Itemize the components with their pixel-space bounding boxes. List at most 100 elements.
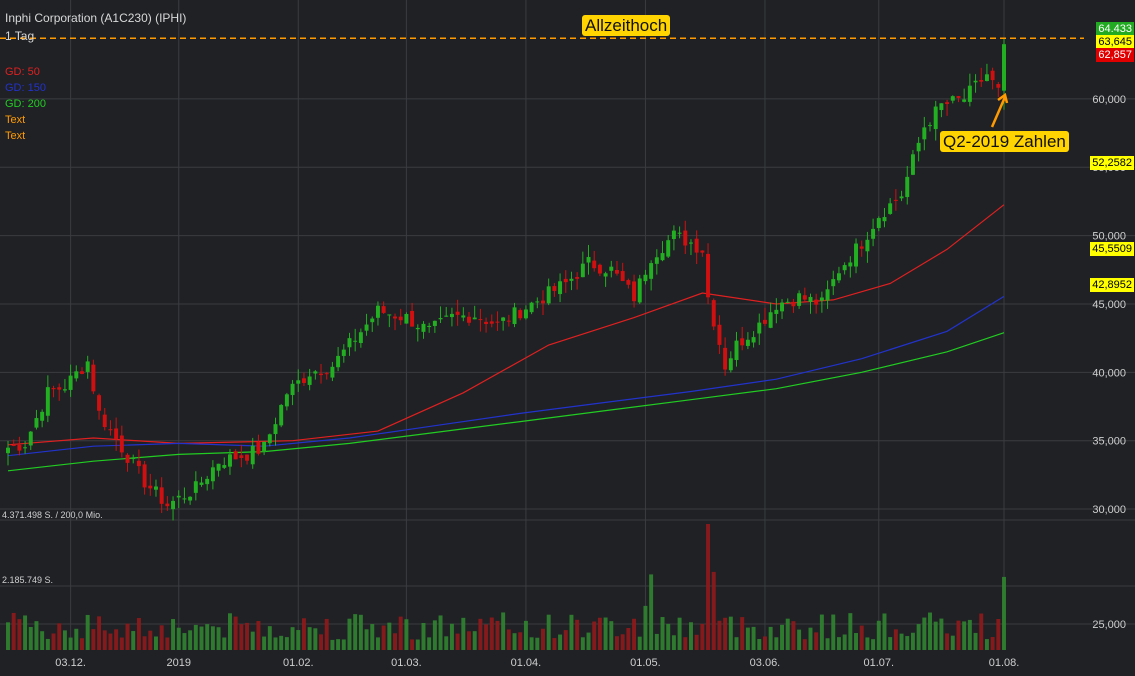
volume-bar: [370, 624, 375, 650]
candle-body: [296, 380, 301, 384]
volume-bar: [205, 624, 210, 650]
candle-body: [854, 243, 859, 267]
candle-body: [188, 496, 193, 501]
candle-body: [518, 310, 523, 319]
volume-bar: [182, 633, 187, 650]
price-tag-gd150: 45,5509: [1090, 242, 1134, 256]
candle-body: [358, 332, 363, 344]
candle-body: [398, 316, 403, 321]
volume-bar: [131, 631, 136, 650]
candle-body: [404, 313, 409, 324]
x-tick-label: 03.06.: [750, 657, 781, 669]
volume-bar: [865, 637, 870, 650]
ma-line-200: [7, 332, 1005, 472]
candle-body: [905, 176, 910, 198]
volume-bar: [580, 637, 585, 650]
candle-body: [637, 278, 642, 303]
candle-body: [723, 347, 728, 370]
candle-body: [68, 375, 73, 390]
volume-bar: [415, 639, 420, 650]
candle-body: [484, 321, 489, 324]
volume-bar: [404, 619, 409, 650]
candle-body: [643, 274, 648, 282]
volume-bar: [945, 633, 950, 650]
candle-body: [706, 253, 711, 298]
volume-bar: [620, 634, 625, 650]
ma-line-50: [7, 204, 1005, 446]
volume-bar: [666, 623, 671, 650]
candle-body: [324, 373, 329, 375]
volume-bar: [933, 621, 938, 650]
x-tick-label: 01.05.: [630, 657, 661, 669]
volume-bar: [893, 629, 898, 650]
volume-bar: [586, 632, 591, 650]
volume-bar: [307, 627, 312, 650]
candle-body: [125, 454, 130, 463]
volume-bar: [153, 636, 158, 650]
earnings-annotation: Q2-2019 Zahlen: [940, 131, 1069, 152]
volume-bar: [637, 636, 642, 650]
volume-bar: [222, 637, 227, 650]
volume-bars: [6, 524, 1006, 650]
volume-bar: [984, 639, 989, 650]
candle-body: [569, 278, 574, 281]
y-tick-label: 60,000: [1092, 94, 1126, 106]
candle-body: [80, 371, 84, 374]
candle-body: [199, 482, 204, 485]
volume-bar: [597, 617, 602, 650]
candle-body: [780, 302, 785, 312]
volume-bar: [267, 626, 272, 650]
volume-bar: [825, 638, 830, 650]
price-tag-last: 63,645: [1096, 35, 1134, 49]
volume-bar: [569, 614, 574, 650]
volume-bar: [250, 631, 255, 650]
volume-bar: [950, 635, 955, 650]
price-tag-gd200: 42,8952: [1090, 278, 1134, 292]
volume-bar: [802, 639, 807, 650]
candle-body: [171, 500, 176, 510]
volume-bar: [245, 622, 250, 650]
candle-body: [745, 339, 750, 346]
volume-bar: [762, 636, 767, 650]
candle-body: [119, 435, 124, 453]
volume-bar: [683, 637, 688, 650]
candle-body: [950, 96, 955, 101]
candle-body: [415, 327, 420, 330]
volume-bar: [341, 639, 346, 650]
x-tick-label: 2019: [167, 657, 191, 669]
candle-body: [381, 306, 386, 313]
volume-bar: [45, 638, 50, 650]
volume-bar: [171, 619, 176, 650]
candle-body: [819, 297, 824, 301]
volume-bar: [876, 620, 881, 650]
candle-body: [336, 355, 341, 368]
candle-body: [375, 305, 380, 318]
volume-bar: [398, 616, 403, 650]
candle-body: [319, 373, 324, 376]
x-tick-label: 01.03.: [391, 657, 422, 669]
volume-bar: [728, 616, 733, 650]
volume-bar: [910, 632, 915, 650]
volume-bar: [91, 629, 96, 650]
candle-body: [615, 269, 619, 274]
candle-body: [632, 281, 637, 302]
candle-body: [472, 317, 477, 320]
y-tick-label: 30,000: [1092, 504, 1126, 516]
candle-body: [205, 478, 210, 485]
volume-bar: [188, 630, 193, 650]
candle-body: [193, 481, 198, 493]
volume-bar: [284, 637, 289, 650]
interval-label: 1 Tag: [5, 29, 35, 43]
candle-body: [222, 465, 227, 468]
volume-bar: [125, 623, 130, 650]
candle-body: [512, 307, 517, 325]
candle-body: [102, 414, 107, 428]
volume-bar: [717, 620, 722, 650]
volume-bar: [523, 620, 528, 650]
volume-bar: [40, 631, 45, 650]
candle-body: [683, 230, 688, 246]
volume-bar: [626, 627, 631, 650]
volume-bar: [518, 632, 523, 650]
volume-bar: [449, 623, 454, 650]
volume-bar: [239, 624, 244, 650]
